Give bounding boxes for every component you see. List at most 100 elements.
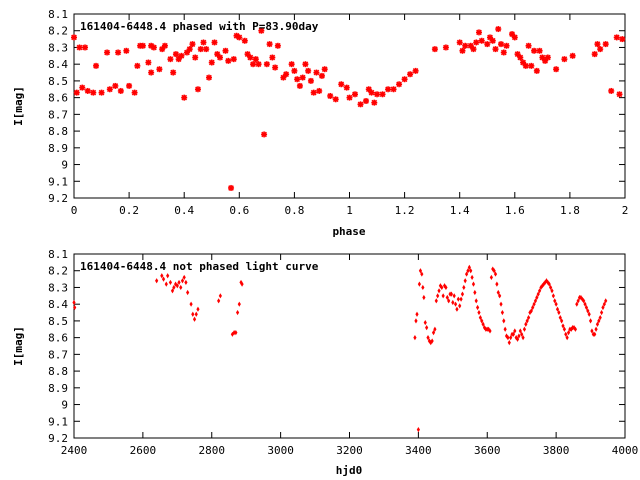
data-point: [385, 86, 392, 93]
data-point: [514, 335, 518, 341]
y-tick-label: 9: [61, 159, 68, 172]
data-point: [460, 291, 465, 297]
data-point: [517, 54, 524, 61]
data-point: [145, 59, 152, 66]
data-point: [549, 284, 553, 291]
data-point: [594, 326, 598, 332]
data-point: [470, 46, 477, 53]
data-point: [521, 335, 525, 341]
y-tick-label: 9.1: [48, 175, 68, 188]
data-point: [318, 72, 325, 79]
data-point: [261, 131, 268, 138]
data-point: [511, 331, 516, 337]
data-point: [371, 99, 378, 106]
data-point: [179, 284, 183, 291]
y-tick-label: 8.8: [48, 365, 68, 378]
x-tick-label: 2800: [199, 444, 226, 457]
x-tick-label: 1.2: [395, 204, 415, 217]
data-point: [576, 298, 580, 304]
data-point: [73, 89, 80, 96]
data-point: [203, 46, 210, 53]
x-tick-label: 0.8: [284, 204, 304, 217]
data-point: [558, 314, 562, 321]
x-tick-label: 3800: [543, 444, 570, 457]
data-point: [415, 311, 419, 317]
data-point: [433, 326, 437, 332]
data-point: [420, 271, 424, 277]
data-point: [186, 46, 193, 53]
data-point: [126, 82, 133, 89]
y-tick-label: 8.6: [48, 92, 68, 105]
y-tick-label: 9.1: [48, 415, 68, 428]
data-point: [441, 293, 445, 299]
data-point: [495, 281, 499, 287]
data-point: [84, 87, 91, 94]
data-point: [462, 284, 466, 291]
data-point: [440, 284, 444, 291]
y-tick-label: 8.6: [48, 332, 68, 345]
data-point: [491, 266, 495, 272]
data-point: [598, 314, 602, 321]
data-point: [553, 66, 560, 73]
data-point: [459, 47, 466, 54]
data-point: [357, 101, 364, 108]
data-point: [489, 274, 493, 281]
data-point: [112, 82, 119, 89]
x-tick-label: 3400: [405, 444, 432, 457]
data-point: [584, 304, 589, 311]
unphased-chart: 8.18.28.38.48.58.68.78.88.999.19.2 2400 2…: [12, 248, 638, 477]
data-point: [237, 301, 241, 307]
data-point: [274, 42, 281, 49]
phased-y-axis-label: I[mag]: [12, 86, 25, 126]
data-point: [313, 69, 320, 76]
unphased-chart-title: 161404-6448.4 not phased light curve: [80, 260, 319, 273]
data-point: [580, 296, 584, 302]
data-point: [167, 56, 174, 63]
data-point: [566, 330, 571, 336]
data-point: [235, 309, 240, 316]
y-tick-label: 8.3: [48, 281, 68, 294]
data-point: [232, 330, 236, 336]
data-point: [429, 340, 433, 346]
data-point: [582, 298, 586, 304]
data-point: [416, 427, 420, 433]
data-point: [139, 42, 146, 49]
unphased-x-ticks: 2400 2600 2800 3000 3200 3400 3600 3800 4000: [61, 254, 638, 457]
data-point: [230, 331, 235, 337]
data-point: [423, 319, 427, 326]
data-point: [535, 294, 539, 301]
data-point: [547, 281, 551, 287]
data-point: [310, 89, 317, 96]
data-point: [291, 67, 298, 74]
data-point: [82, 44, 89, 51]
data-point: [170, 69, 177, 76]
data-point: [594, 41, 601, 48]
data-point: [560, 318, 564, 324]
data-point: [492, 268, 496, 274]
data-point: [602, 301, 606, 307]
phased-data-points: [71, 26, 626, 191]
data-point: [217, 54, 224, 61]
data-point: [608, 87, 615, 94]
data-point: [595, 321, 600, 327]
y-tick-label: 8.9: [48, 142, 68, 155]
data-point: [98, 89, 105, 96]
data-point: [418, 268, 423, 274]
y-tick-label: 8.8: [48, 125, 68, 138]
data-point: [115, 49, 122, 56]
data-point: [462, 42, 469, 49]
data-point: [390, 86, 397, 93]
data-point: [593, 331, 597, 337]
data-point: [155, 278, 159, 284]
data-point: [550, 288, 554, 294]
data-point: [186, 289, 190, 296]
data-point: [414, 318, 418, 324]
data-point: [564, 331, 568, 337]
x-tick-label: 1.6: [505, 204, 525, 217]
data-point: [481, 321, 485, 327]
data-point: [90, 89, 97, 96]
data-point: [524, 321, 528, 327]
data-point: [184, 279, 188, 286]
data-point: [189, 41, 196, 48]
data-point: [531, 304, 535, 311]
